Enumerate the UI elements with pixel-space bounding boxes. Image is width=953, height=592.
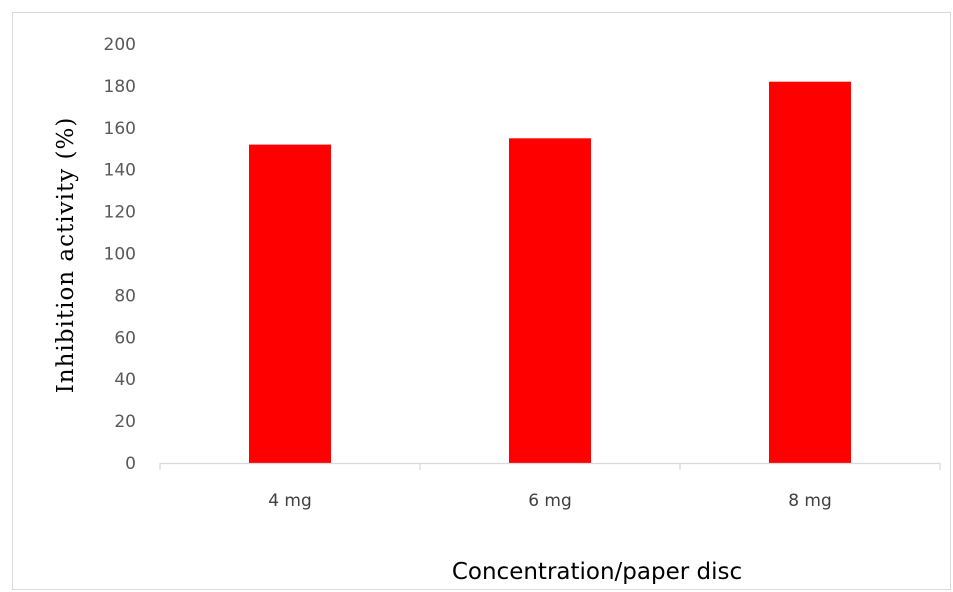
y-axis-ticks: 0 20 40 60 80 100 120 140 160 180 200 (104, 35, 136, 474)
y-tick-label: 120 (104, 203, 136, 223)
bar (509, 138, 591, 464)
x-tick-label: 6 mg (528, 491, 572, 511)
x-tick-label: 8 mg (788, 491, 832, 511)
bars (249, 81, 851, 464)
y-tick-label: 160 (104, 119, 136, 139)
x-axis (159, 462, 941, 470)
x-axis-label: Concentration/paper disc (452, 559, 742, 585)
y-tick-label: 60 (114, 328, 136, 348)
y-tick-label: 180 (104, 77, 136, 97)
bar (249, 144, 331, 463)
y-tick-label: 40 (114, 370, 136, 390)
y-tick-label: 200 (104, 35, 136, 55)
y-axis-label: Inhibition activity (%) (53, 117, 79, 394)
x-axis-ticks: 4 mg 6 mg 8 mg (268, 491, 832, 511)
y-tick-label: 140 (104, 161, 136, 181)
x-tick-label: 4 mg (268, 491, 312, 511)
y-tick-label: 100 (104, 245, 136, 265)
y-tick-label: 0 (125, 454, 136, 474)
y-tick-label: 80 (114, 286, 136, 306)
y-tick-label: 20 (114, 412, 136, 432)
bar (769, 81, 851, 463)
